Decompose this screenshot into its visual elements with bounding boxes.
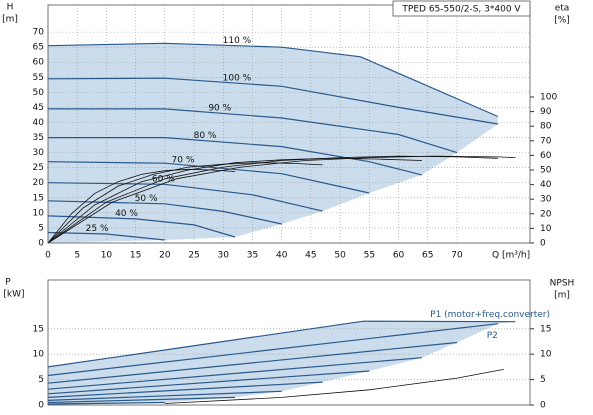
curve [47,401,165,405]
y-axis-unit: [kW] [3,290,24,300]
curve [47,231,165,241]
x-tick-label: 0 [45,251,51,261]
y-tick-label: 35 [33,133,44,143]
x-tick-label: 15 [130,251,141,261]
curve-label: 100 % [223,74,252,84]
curve-label: 40 % [115,209,138,219]
curve [47,357,422,390]
y2-axis-unit: [m] [554,291,570,301]
curve [47,320,516,368]
y-tick-label: 25 [33,163,44,173]
title-box [392,0,531,17]
y2-tick-label: 10 [540,224,552,234]
y-tick-label: 65 [33,43,44,53]
y2-tick-label: 50 [540,165,552,175]
curve-label: 80 % [194,131,217,141]
curve [47,323,498,377]
x-tick-label: 30 [218,251,230,261]
annotation: P2 [487,331,498,341]
curve-label: 50 % [135,194,158,204]
y-tick-label: 5 [38,375,44,385]
secondary-curve [164,369,504,404]
plot-frame [47,4,531,244]
y-axis-label: P [5,278,11,288]
y2-tick-label: 0 [540,239,546,249]
x-tick-label: 35 [247,251,258,261]
chart-title: TPED 65-550/2-S, 3*400 V [401,5,521,15]
curve [47,42,499,118]
y-tick-label: 10 [33,350,45,360]
secondary-curve [47,162,323,244]
curve-label: 25 % [86,224,109,234]
curve [47,182,323,212]
curve [47,341,458,384]
x-tick-label: 45 [305,251,316,261]
y-tick-label: 45 [33,103,44,113]
y2-tick-label: 0 [540,401,546,411]
y-axis-label: H [7,3,14,13]
curve [48,108,458,154]
y-tick-label: 20 [33,178,45,188]
curve [47,370,370,395]
curve-label: 110 % [223,36,252,46]
y-tick-label: 40 [33,118,45,128]
curve [47,396,236,404]
y2-tick-label: 30 [540,195,552,205]
y2-tick-label: 10 [540,350,552,360]
curve-label: 70 % [172,155,195,165]
y2-tick-label: 5 [540,375,546,385]
curve [48,137,423,176]
secondary-curve [47,155,516,244]
curve [47,215,236,238]
y-tick-label: 70 [33,28,45,38]
x-tick-label: 65 [422,251,433,261]
y2-tick-label: 15 [540,324,551,334]
x-tick-label: 40 [276,251,288,261]
y-tick-label: 15 [33,193,44,203]
y-axis-unit: [m] [2,15,18,25]
curve [47,390,282,401]
y-tick-label: 0 [38,401,44,411]
operating-area [48,43,498,244]
operating-area [48,321,516,405]
y-tick-label: 60 [33,58,45,68]
y2-tick-label: 60 [540,151,552,161]
secondary-curve [47,155,498,244]
y2-axis-unit: [%] [554,16,570,26]
plot-frame [47,279,531,406]
y2-tick-label: 80 [540,122,552,132]
curve [47,161,370,194]
x-tick-label: 20 [159,251,171,261]
x-tick-label: 25 [188,251,199,261]
y-tick-label: 0 [38,239,44,249]
curve-label: 60 % [152,175,175,185]
curve [47,381,323,398]
x-tick-label: 50 [334,251,346,261]
y-tick-label: 10 [33,208,45,218]
y2-axis-label: eta [555,4,570,14]
x-axis-label: Q [m³/h] [492,251,530,261]
y-tick-label: 30 [33,148,45,158]
y-tick-label: 55 [33,73,44,83]
y2-tick-label: 100 [540,92,557,102]
secondary-curve [47,157,422,244]
x-tick-label: 55 [364,251,375,261]
curve [47,77,498,125]
annotation: P1 (motor+freq.converter) [430,310,550,320]
y2-tick-label: 90 [540,107,552,117]
x-tick-label: 5 [74,251,80,261]
y2-tick-label: 40 [540,180,552,190]
y2-axis-label: NPSH [550,279,575,289]
y2-tick-label: 70 [540,136,552,146]
y-tick-label: 50 [33,88,45,98]
x-tick-label: 60 [393,251,405,261]
x-tick-label: 70 [451,251,463,261]
secondary-curve [47,168,236,244]
y2-tick-label: 20 [540,209,552,219]
curve-label: 90 % [208,104,231,114]
y-tick-label: 5 [38,223,44,233]
x-tick-label: 10 [101,251,113,261]
y-tick-label: 15 [33,324,44,334]
